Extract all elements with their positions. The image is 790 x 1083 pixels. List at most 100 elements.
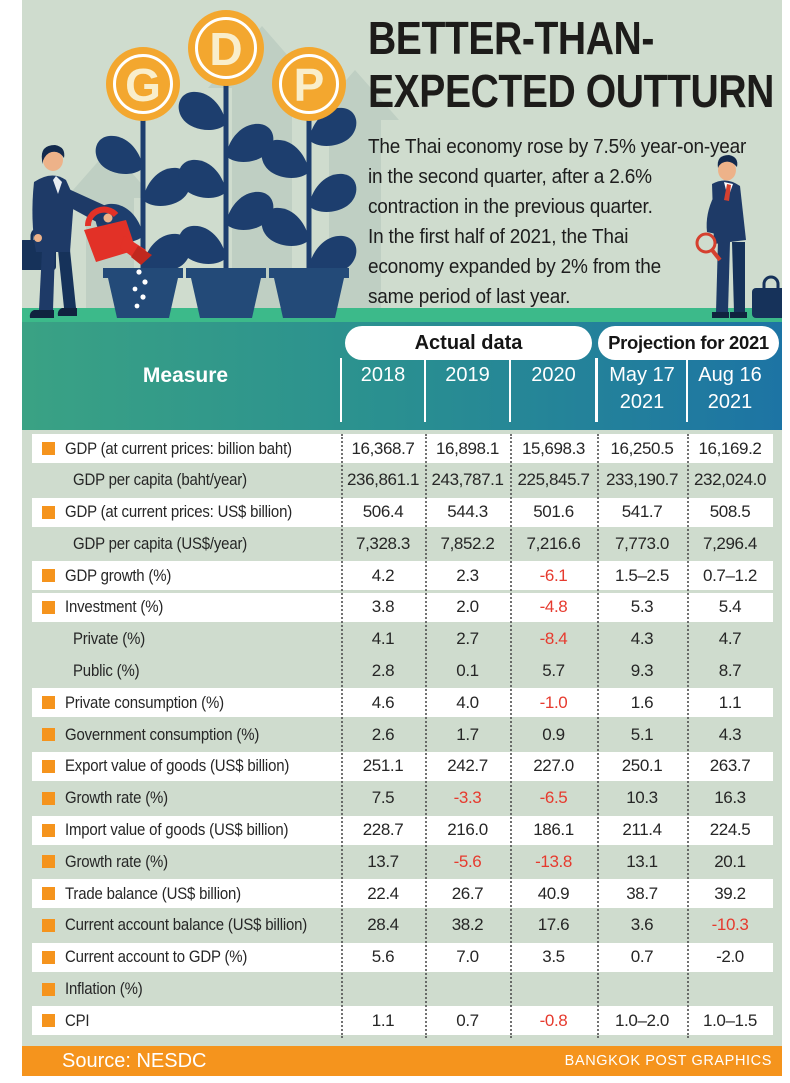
value-cell: 228.7	[362, 820, 404, 840]
description-line: In the first half of 2021, the Thai	[368, 226, 629, 248]
value-cell: 4.2	[371, 565, 395, 585]
measure-cell: GDP (at current prices: US$ billion)	[32, 502, 341, 522]
measure-label: Growth rate (%)	[65, 851, 168, 871]
value-cell: 227.0	[533, 756, 574, 776]
value-cell: 0.7	[630, 947, 654, 967]
measure-cell: Government consumption (%)	[32, 725, 341, 745]
column-separator	[597, 434, 599, 1038]
gdp-plants-illustration: G D P	[22, 10, 782, 322]
graphics-credit: BANGKOK POST GRAPHICS	[564, 1053, 772, 1069]
value-cell: 1.1	[371, 1010, 395, 1030]
value-cell: 16.3	[714, 788, 746, 808]
header-divider	[595, 358, 598, 422]
table-row: Growth rate (%) 13.7 -5.6 -13.8 13.1 20.1	[32, 847, 773, 876]
column-separator	[510, 434, 512, 1038]
value-cell: 9.3	[630, 661, 654, 681]
value-cell: 0.7	[456, 1010, 479, 1030]
header-divider	[340, 358, 342, 422]
orange-bullet-icon	[42, 855, 55, 869]
measure-label: Private (%)	[73, 629, 146, 649]
table-row: Import value of goods (US$ billion) 228.7…	[32, 815, 773, 845]
column-header-text: 2019	[445, 364, 490, 386]
orange-bullet-icon	[42, 728, 55, 742]
orange-bullet-icon	[42, 1014, 55, 1028]
value-cell: 2.8	[371, 661, 395, 681]
table-row: Government consumption (%) 2.6 1.7 0.9 5.1 4.…	[32, 720, 773, 749]
value-cell: 251.1	[362, 756, 404, 776]
header-divider	[424, 358, 426, 422]
measure-label: Import value of goods (US$ billion)	[65, 820, 289, 840]
column-header-text: Aug 16	[698, 364, 762, 386]
value-cell: 501.6	[533, 502, 574, 522]
value-cell: 10.3	[626, 788, 658, 808]
value-cell: 233,190.7	[605, 470, 679, 490]
page-title-line1: BETTER-THAN-	[368, 12, 654, 64]
value-cell: -3.3	[453, 788, 482, 808]
table-row: GDP (at current prices: US$ billion) 506.…	[32, 497, 773, 527]
orange-bullet-icon	[42, 505, 55, 519]
value-cell: 7.5	[371, 788, 395, 808]
orange-bullet-icon	[42, 600, 55, 614]
column-header-aug-2021: Aug 16 2021	[687, 362, 773, 418]
value-cell: 26.7	[451, 883, 484, 903]
measure-label: Current account to GDP (%)	[65, 947, 248, 967]
value-cell: 20.1	[714, 851, 746, 871]
value-cell: -8.4	[539, 629, 568, 649]
table-row: Inflation (%)	[32, 975, 773, 1004]
table-row: Current account balance (US$ billion) 28.…	[32, 911, 773, 940]
measure-cell: GDP per capita (baht/year)	[32, 470, 341, 490]
value-cell: 1.0–1.5	[703, 1010, 757, 1030]
measure-label: GDP (at current prices: US$ billion)	[65, 502, 293, 522]
value-cell: -1.0	[539, 692, 568, 712]
column-header-text: 2018	[360, 364, 406, 386]
orange-bullet-icon	[42, 696, 55, 710]
table-row: GDP (at current prices: billion baht) 16,…	[32, 434, 773, 463]
value-cell: 7.0	[456, 947, 479, 967]
table-row: CPI 1.1 0.7 -0.8 1.0–2.0 1.0–1.5	[32, 1006, 773, 1036]
measure-cell: Public (%)	[32, 661, 341, 681]
watering-can-icon	[84, 206, 152, 309]
value-cell: 16,898.1	[436, 438, 499, 458]
watering-man-illustration	[22, 145, 113, 318]
column-header-2020: 2020	[510, 362, 597, 418]
value-cell: 3.6	[630, 915, 654, 935]
column-separator	[341, 434, 343, 1038]
value-cell: 13.1	[626, 851, 658, 871]
orange-bullet-icon	[42, 823, 55, 837]
measure-label: Growth rate (%)	[65, 788, 168, 808]
value-cell: 236,861.1	[346, 470, 420, 490]
table-row: Investment (%) 3.8 2.0 -4.8 5.3 5.4	[32, 592, 773, 622]
measure-cell: CPI	[32, 1011, 341, 1031]
table-row: Current account to GDP (%) 5.6 7.0 3.5 0.7 -2…	[32, 942, 773, 972]
value-cell: 16,368.7	[351, 438, 415, 458]
column-header-text: May 17	[609, 364, 675, 386]
header-divider	[509, 358, 511, 422]
value-cell: 250.1	[621, 756, 663, 776]
value-cell: 216.0	[447, 820, 488, 840]
value-cell: 3.5	[542, 947, 565, 967]
briefcase-icon	[752, 288, 782, 318]
measure-cell: Investment (%)	[32, 597, 341, 617]
table-row: Export value of goods (US$ billion) 251.1…	[32, 751, 773, 781]
description-line: in the second quarter, after a 2.6%	[368, 166, 652, 188]
coin-p-icon: P	[272, 47, 346, 121]
value-cell: 4.6	[371, 692, 395, 712]
value-cell: -5.6	[453, 851, 482, 871]
value-cell: 5.7	[542, 661, 565, 681]
value-cell: 38.7	[626, 883, 658, 903]
column-header-2018: 2018	[341, 362, 425, 418]
description-line: economy expanded by 2% from the	[368, 256, 662, 278]
table-row: GDP per capita (US$/year) 7,328.3 7,852.2 7…	[32, 529, 773, 558]
value-cell: 7,296.4	[703, 533, 757, 553]
column-header-2019: 2019	[425, 362, 510, 418]
value-cell: 544.3	[447, 502, 488, 522]
measure-column-header: Measure	[142, 364, 229, 387]
table-row: Private consumption (%) 4.6 4.0 -1.0 1.6 1.1	[32, 688, 773, 718]
header-divider	[686, 358, 688, 422]
orange-bullet-icon	[42, 569, 55, 583]
value-cell: 7,328.3	[356, 533, 410, 553]
value-cell: 38.2	[451, 915, 484, 935]
column-header-text: 2020	[531, 364, 576, 386]
value-cell: 39.2	[714, 883, 746, 903]
